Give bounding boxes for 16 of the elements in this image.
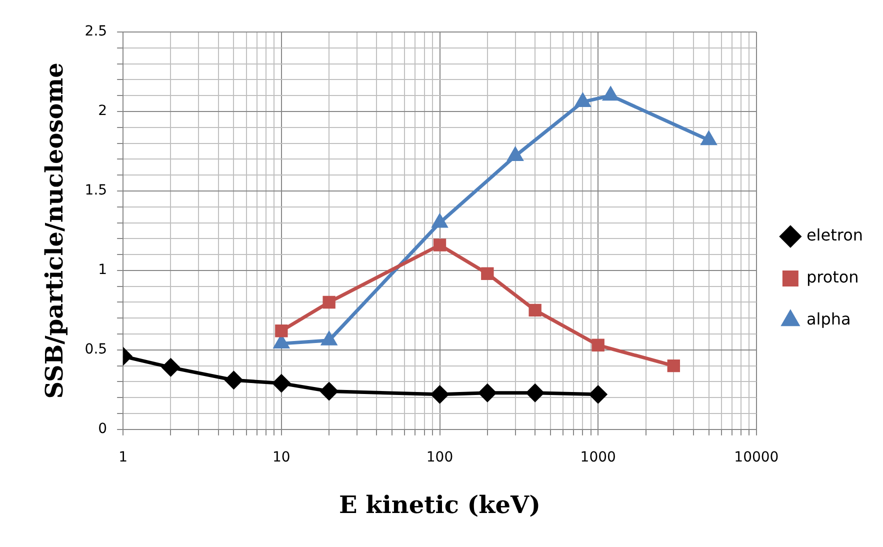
y-tick-label: 0.5 [84,342,108,358]
legend-label: alpha [806,310,851,329]
x-tick-label: 100 [426,449,454,466]
x-tick-label: 10000 [734,449,779,466]
legend-label: eletron [806,226,863,245]
y-axis-title: SSB/particle/nucleosome [40,62,69,399]
y-tick-label: 1.5 [84,182,108,199]
y-tick-label: 2.5 [84,24,108,40]
y-tick-label: 1 [98,262,108,278]
legend-label: proton [806,268,859,287]
y-tick-label: 0 [98,421,108,438]
x-axis-title: E kinetic (keV) [338,490,541,519]
x-tick-label: 1 [118,449,128,466]
x-tick-label: 10 [272,449,290,466]
y-tick-label: 2 [98,103,108,120]
x-tick-label: 1000 [580,449,616,466]
